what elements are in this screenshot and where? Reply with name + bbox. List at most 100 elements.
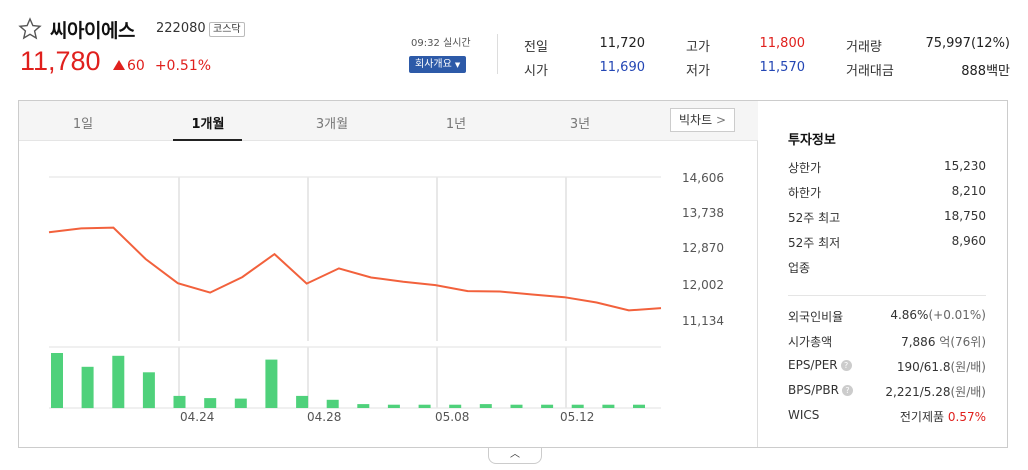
market-cap-rank: 억(76위) [939, 335, 986, 349]
company-overview-button[interactable]: 회사개요 ▼ [409, 56, 467, 73]
volume-bar [510, 404, 523, 408]
low-label: 저가 [686, 64, 710, 79]
y-tick-label: 11,134 [682, 314, 724, 328]
volume-value: 75,997(12%) [925, 36, 1010, 51]
volume-bar [81, 366, 94, 409]
tab-1month[interactable]: 1개월 [191, 117, 225, 132]
wics-change: 0.57% [947, 410, 986, 424]
sector-label: 업종 [788, 261, 811, 275]
volume-label: 거래량 [846, 40, 882, 55]
investment-info-panel: 투자정보 상한가 15,230 하한가 8,210 52주 최고 18,750 … [759, 101, 1007, 447]
chart-area: 1일 1개월 3개월 1년 3년 빅차트 > 14,606 13,738 12,… [19, 101, 758, 447]
prev-close-value: 11,720 [599, 36, 646, 51]
w52-high-value: 18,750 [944, 209, 986, 223]
bigchart-label: 빅차트 [679, 113, 713, 127]
wics-value: 전기제품 0.57% [900, 408, 986, 425]
wics-label: WICS [788, 408, 820, 422]
low-value: 11,570 [759, 60, 806, 75]
help-icon[interactable]: ? [840, 360, 852, 371]
bps-pbr-number: 2,221/5.28 [885, 385, 951, 399]
wics-sector-link[interactable]: 전기제품 [899, 410, 945, 424]
y-tick-label: 12,870 [682, 241, 724, 255]
y-tick-label: 14,606 [682, 171, 724, 185]
volume-bar [541, 404, 554, 408]
eps-per-unit: (원/배) [950, 360, 987, 374]
w52-low-label: 52주 최저 [788, 236, 841, 250]
volume-bar [265, 359, 278, 408]
tab-1year[interactable]: 1년 [445, 117, 467, 132]
upper-limit-value: 15,230 [944, 159, 986, 173]
volume-bar [571, 404, 584, 408]
volume-bar [296, 395, 309, 408]
current-price: 11,780 [20, 46, 101, 76]
active-tab-underline [173, 139, 242, 141]
lower-limit-value: 8,210 [951, 184, 986, 198]
chart-panel: 1일 1개월 3개월 1년 3년 빅차트 > 14,606 13,738 12,… [18, 100, 1008, 448]
volume-bar [602, 404, 615, 408]
divider [788, 295, 986, 296]
up-triangle-icon [113, 60, 125, 70]
company-overview-label: 회사개요 [415, 59, 452, 70]
high-label: 고가 [686, 40, 710, 55]
tab-3year[interactable]: 3년 [569, 117, 591, 132]
foreign-ratio-number: 4.86% [890, 308, 929, 322]
stock-code: 222080 [156, 21, 206, 36]
market-cap-label: 시가총액 [788, 335, 833, 349]
volume-bar [173, 395, 186, 408]
high-value: 11,800 [759, 36, 806, 51]
volume-bar [142, 372, 155, 409]
help-icon[interactable]: ? [841, 385, 853, 396]
volume-bar [357, 404, 370, 408]
change-amount: 60 [127, 58, 145, 74]
amount-label: 거래대금 [846, 64, 894, 79]
collapse-toggle[interactable]: ︿ [488, 448, 542, 464]
foreign-ratio-label: 외국인비율 [788, 310, 844, 324]
stock-name: 씨아이에스 [50, 20, 135, 42]
prev-close-label: 전일 [524, 40, 548, 55]
x-tick-label: 04.28 [307, 410, 342, 424]
price-chart [48, 176, 662, 409]
realtime-label: 09:32 실시간 [411, 38, 471, 49]
market-cap-number: 7,886 [901, 335, 936, 349]
price-change: 60 +0.51% [113, 58, 211, 74]
w52-high-label: 52주 최고 [788, 211, 841, 225]
eps-per-label-text: EPS/PER [788, 358, 838, 372]
y-tick-label: 13,738 [682, 206, 724, 220]
investment-info-title: 투자정보 [788, 133, 836, 148]
foreign-ratio-value: 4.86%(+0.01%) [890, 308, 986, 322]
w52-low-value: 8,960 [951, 234, 986, 248]
volume-bar [204, 398, 217, 408]
foreign-ratio-change: (+0.01%) [928, 308, 986, 322]
x-tick-label: 05.12 [560, 410, 595, 424]
lower-limit-label: 하한가 [788, 186, 822, 200]
x-tick-label: 05.08 [435, 410, 470, 424]
eps-per-label: EPS/PER? [788, 358, 852, 372]
bps-pbr-unit: (원/배) [950, 385, 987, 399]
upper-limit-label: 상한가 [788, 161, 822, 175]
tab-3month[interactable]: 3개월 [315, 117, 349, 132]
chevron-down-icon: ▼ [454, 61, 461, 69]
market-cap-value: 7,886 억(76위) [901, 333, 986, 350]
change-percent: +0.51% [154, 58, 212, 74]
period-tabs: 1일 1개월 3개월 1년 3년 빅차트 > [19, 101, 758, 141]
favorite-star-icon[interactable] [18, 17, 42, 41]
volume-bar [51, 353, 63, 408]
volume-bar [479, 404, 492, 408]
bps-pbr-label-text: BPS/PBR [788, 383, 839, 397]
price-line [48, 226, 662, 312]
volume-bar [387, 404, 400, 408]
volume-bar [449, 404, 462, 408]
chevron-right-icon: > [715, 113, 727, 127]
open-value: 11,690 [599, 60, 646, 75]
bigchart-button[interactable]: 빅차트 > [670, 108, 736, 132]
volume-bar [112, 355, 125, 409]
eps-per-number: 190/61.8 [896, 360, 951, 374]
market-badge: 코스닥 [209, 22, 245, 37]
tab-1day[interactable]: 1일 [72, 117, 94, 132]
volume-bar [418, 404, 431, 408]
volume-bar [326, 399, 339, 409]
bps-pbr-value: 2,221/5.28(원/배) [885, 383, 986, 400]
chevron-up-icon: ︿ [510, 449, 520, 460]
x-tick-label: 04.24 [180, 410, 215, 424]
eps-per-value: 190/61.8(원/배) [897, 358, 986, 375]
